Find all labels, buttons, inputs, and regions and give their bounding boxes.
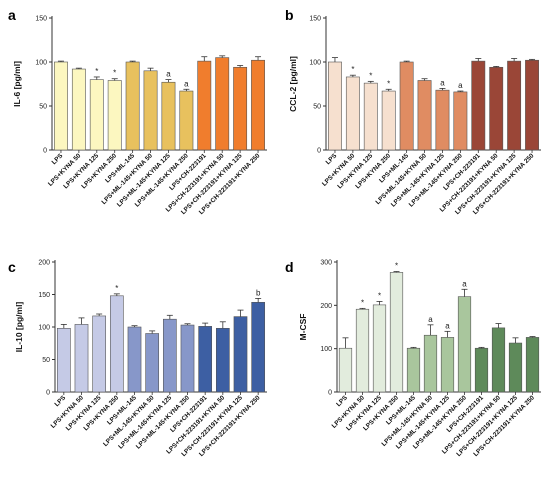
bar: [198, 326, 213, 393]
bar: [453, 91, 468, 151]
y-tick-label: 50: [42, 357, 50, 364]
bar: [525, 337, 540, 393]
y-tick-label: 100: [309, 60, 321, 67]
y-tick-label: 100: [35, 60, 47, 67]
panel-letter: d: [285, 259, 294, 275]
significance-annotation: *: [95, 67, 98, 76]
significance-annotation: a: [166, 70, 171, 79]
bar: [435, 89, 450, 151]
significance-annotation: *: [361, 298, 364, 307]
significance-annotation: b: [256, 288, 261, 297]
significance-annotation: a: [184, 79, 189, 88]
y-tick-label: 100: [320, 346, 332, 353]
bar: [457, 296, 472, 393]
y-tick-label: 50: [313, 104, 321, 111]
y-tick-label: 300: [320, 260, 332, 267]
y-axis-title: CCL-2 [pg/ml]: [288, 56, 298, 112]
significance-annotation: *: [369, 71, 372, 80]
bar: [107, 80, 122, 151]
bar: [162, 318, 177, 393]
bar: [54, 61, 68, 151]
bar: [180, 324, 195, 393]
significance-annotation: *: [387, 79, 390, 88]
y-axis-title: M-CSF: [298, 314, 308, 341]
y-axis-title: IL-6 [pg/ml]: [12, 61, 22, 107]
bar: [406, 347, 421, 393]
bar: [328, 61, 342, 151]
bar: [251, 59, 265, 151]
bar: [399, 61, 414, 151]
significance-annotation: *: [378, 291, 381, 300]
bar: [417, 80, 432, 151]
bar: [145, 333, 160, 393]
y-tick-label: 100: [38, 325, 50, 332]
panel-letter: b: [285, 7, 294, 23]
y-tick-label: 200: [320, 303, 332, 310]
y-axis-title: IL-10 [pg/ml]: [14, 302, 24, 353]
x-tick-label: LPS: [325, 152, 339, 166]
y-tick-label: 150: [35, 16, 47, 23]
bar: [363, 82, 378, 151]
bar: [125, 61, 140, 151]
significance-annotation: a: [440, 78, 445, 87]
bar: [423, 334, 438, 393]
y-tick-label: 200: [38, 260, 50, 267]
bar: [474, 347, 489, 393]
bar: [74, 324, 89, 393]
bar: [355, 308, 370, 393]
bar: [161, 81, 176, 151]
bar: [345, 76, 360, 151]
bar: [56, 327, 71, 393]
y-tick-label: 150: [38, 292, 50, 299]
bar: [233, 316, 248, 393]
x-tick-label: LPS: [335, 394, 349, 408]
bar: [89, 79, 104, 151]
y-tick-label: 0: [317, 148, 321, 155]
y-tick-label: 0: [46, 390, 50, 397]
significance-annotation: *: [351, 65, 354, 74]
significance-annotation: a: [458, 81, 463, 90]
bar: [491, 327, 506, 393]
y-tick-label: 0: [43, 148, 47, 155]
significance-annotation: a: [445, 321, 450, 330]
bar: [233, 66, 248, 151]
significance-annotation: *: [115, 284, 118, 293]
bar: [381, 90, 396, 151]
x-tick-label: LPS: [54, 394, 68, 408]
bar: [507, 60, 522, 151]
bar: [471, 60, 486, 151]
bar: [109, 295, 124, 393]
bar: [92, 315, 107, 393]
bar: [127, 326, 142, 393]
panel-letter: c: [8, 259, 16, 275]
bar: [489, 66, 504, 151]
bar: [389, 272, 404, 393]
y-tick-label: 0: [328, 390, 332, 397]
y-tick-label: 150: [309, 16, 321, 23]
significance-annotation: *: [113, 69, 116, 78]
bar: [197, 60, 212, 151]
bar: [440, 337, 455, 393]
bar: [251, 301, 266, 393]
bar: [215, 327, 230, 393]
y-tick-label: 50: [39, 104, 47, 111]
panel-letter: a: [8, 7, 16, 23]
significance-annotation: a: [462, 279, 467, 288]
x-tick-label: LPS: [51, 152, 65, 166]
bar: [525, 59, 539, 151]
bar: [338, 347, 353, 393]
bar: [143, 70, 158, 151]
bar: [508, 342, 523, 393]
bar: [179, 90, 194, 151]
bar: [71, 68, 86, 151]
significance-annotation: *: [395, 262, 398, 271]
bar: [215, 57, 230, 151]
significance-annotation: a: [428, 315, 433, 324]
bar: [372, 304, 387, 393]
